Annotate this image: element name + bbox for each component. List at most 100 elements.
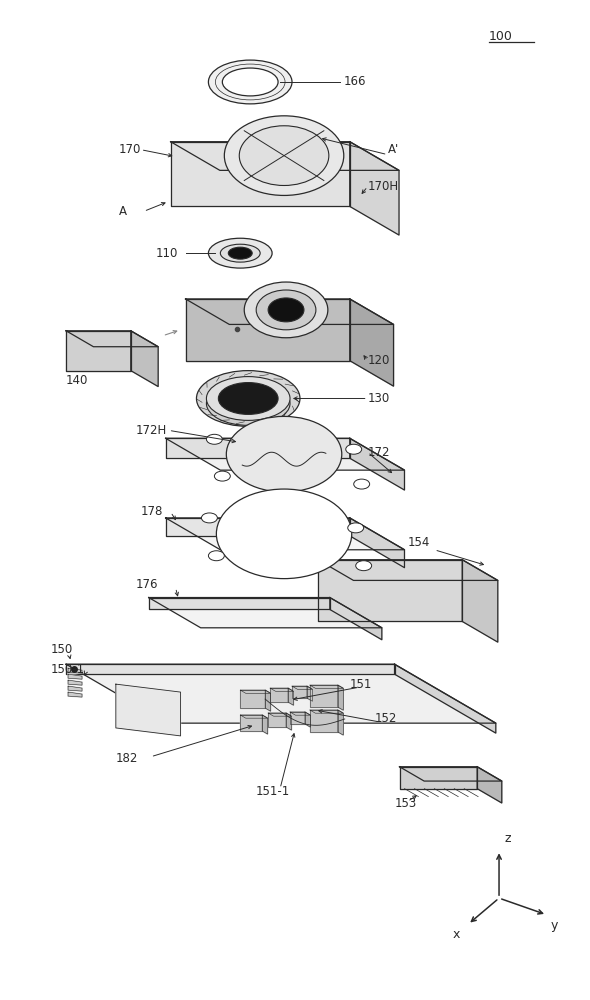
Ellipse shape xyxy=(227,416,342,492)
Ellipse shape xyxy=(240,126,329,185)
Polygon shape xyxy=(268,713,291,716)
Polygon shape xyxy=(240,715,268,718)
Ellipse shape xyxy=(206,377,290,420)
Ellipse shape xyxy=(217,489,352,579)
Ellipse shape xyxy=(356,561,372,571)
Polygon shape xyxy=(166,438,350,458)
Ellipse shape xyxy=(218,383,278,414)
Text: 154: 154 xyxy=(408,536,430,549)
Polygon shape xyxy=(68,674,82,679)
Polygon shape xyxy=(185,299,350,361)
Polygon shape xyxy=(307,686,313,701)
Polygon shape xyxy=(399,767,502,781)
Ellipse shape xyxy=(244,282,328,338)
Polygon shape xyxy=(350,518,405,568)
Ellipse shape xyxy=(206,434,222,444)
Polygon shape xyxy=(330,598,382,640)
Polygon shape xyxy=(318,560,498,580)
Polygon shape xyxy=(66,331,131,371)
Polygon shape xyxy=(290,712,305,724)
Text: 120: 120 xyxy=(368,354,390,367)
Ellipse shape xyxy=(206,382,290,425)
Ellipse shape xyxy=(228,247,252,259)
Polygon shape xyxy=(399,767,477,789)
Text: 170: 170 xyxy=(119,143,141,156)
Polygon shape xyxy=(270,688,293,691)
Text: 182: 182 xyxy=(116,752,138,765)
Text: 150: 150 xyxy=(51,643,73,656)
Text: 140: 140 xyxy=(66,374,88,387)
Polygon shape xyxy=(350,142,399,235)
Ellipse shape xyxy=(220,244,260,262)
Text: 176: 176 xyxy=(136,578,158,591)
Polygon shape xyxy=(166,518,350,536)
Text: 172: 172 xyxy=(368,446,390,459)
Polygon shape xyxy=(240,715,262,731)
Polygon shape xyxy=(477,767,502,803)
Polygon shape xyxy=(68,692,82,697)
Polygon shape xyxy=(68,680,82,685)
Text: 151-1: 151-1 xyxy=(255,785,290,798)
Ellipse shape xyxy=(196,371,300,426)
Polygon shape xyxy=(66,664,395,674)
Ellipse shape xyxy=(208,551,224,561)
Polygon shape xyxy=(310,685,338,707)
Polygon shape xyxy=(240,690,265,708)
Text: 172H: 172H xyxy=(136,424,167,437)
Text: 151: 151 xyxy=(350,678,372,691)
Polygon shape xyxy=(286,713,291,730)
Polygon shape xyxy=(149,598,330,609)
Polygon shape xyxy=(350,438,405,490)
Polygon shape xyxy=(288,688,293,705)
Polygon shape xyxy=(166,518,405,550)
Polygon shape xyxy=(66,331,158,347)
Ellipse shape xyxy=(214,471,230,481)
Text: 170H: 170H xyxy=(368,180,399,193)
Polygon shape xyxy=(270,688,288,702)
Polygon shape xyxy=(68,686,82,691)
Polygon shape xyxy=(166,438,405,470)
Polygon shape xyxy=(350,299,394,386)
Polygon shape xyxy=(292,686,313,689)
Ellipse shape xyxy=(201,513,217,523)
Text: 166: 166 xyxy=(344,75,366,88)
Polygon shape xyxy=(290,712,310,715)
Polygon shape xyxy=(66,664,496,723)
Polygon shape xyxy=(338,685,343,710)
Text: y: y xyxy=(551,919,558,932)
Ellipse shape xyxy=(256,290,316,330)
Polygon shape xyxy=(305,712,310,727)
Polygon shape xyxy=(68,668,82,673)
Text: x: x xyxy=(453,928,460,941)
Polygon shape xyxy=(265,690,271,711)
Polygon shape xyxy=(310,710,343,713)
Ellipse shape xyxy=(268,298,304,322)
Text: 110: 110 xyxy=(156,247,178,260)
Polygon shape xyxy=(462,560,498,642)
Ellipse shape xyxy=(208,238,272,268)
Polygon shape xyxy=(310,685,343,688)
Ellipse shape xyxy=(354,479,370,489)
Text: 153: 153 xyxy=(395,797,417,810)
Text: 178: 178 xyxy=(141,505,163,518)
Text: A: A xyxy=(119,205,127,218)
Ellipse shape xyxy=(222,68,278,96)
Text: 152: 152 xyxy=(375,712,397,725)
Text: 150-1: 150-1 xyxy=(51,663,86,676)
Polygon shape xyxy=(395,664,496,733)
Text: z: z xyxy=(504,832,510,845)
Ellipse shape xyxy=(346,444,362,454)
Text: 100: 100 xyxy=(489,30,513,43)
Polygon shape xyxy=(268,713,286,727)
Polygon shape xyxy=(240,690,271,693)
Polygon shape xyxy=(262,715,268,734)
Polygon shape xyxy=(116,684,181,736)
Text: 130: 130 xyxy=(368,392,390,405)
Polygon shape xyxy=(318,560,462,621)
Polygon shape xyxy=(292,686,307,698)
Ellipse shape xyxy=(348,523,363,533)
Ellipse shape xyxy=(224,116,344,195)
Polygon shape xyxy=(338,710,343,735)
Polygon shape xyxy=(171,142,350,206)
Polygon shape xyxy=(131,331,158,387)
